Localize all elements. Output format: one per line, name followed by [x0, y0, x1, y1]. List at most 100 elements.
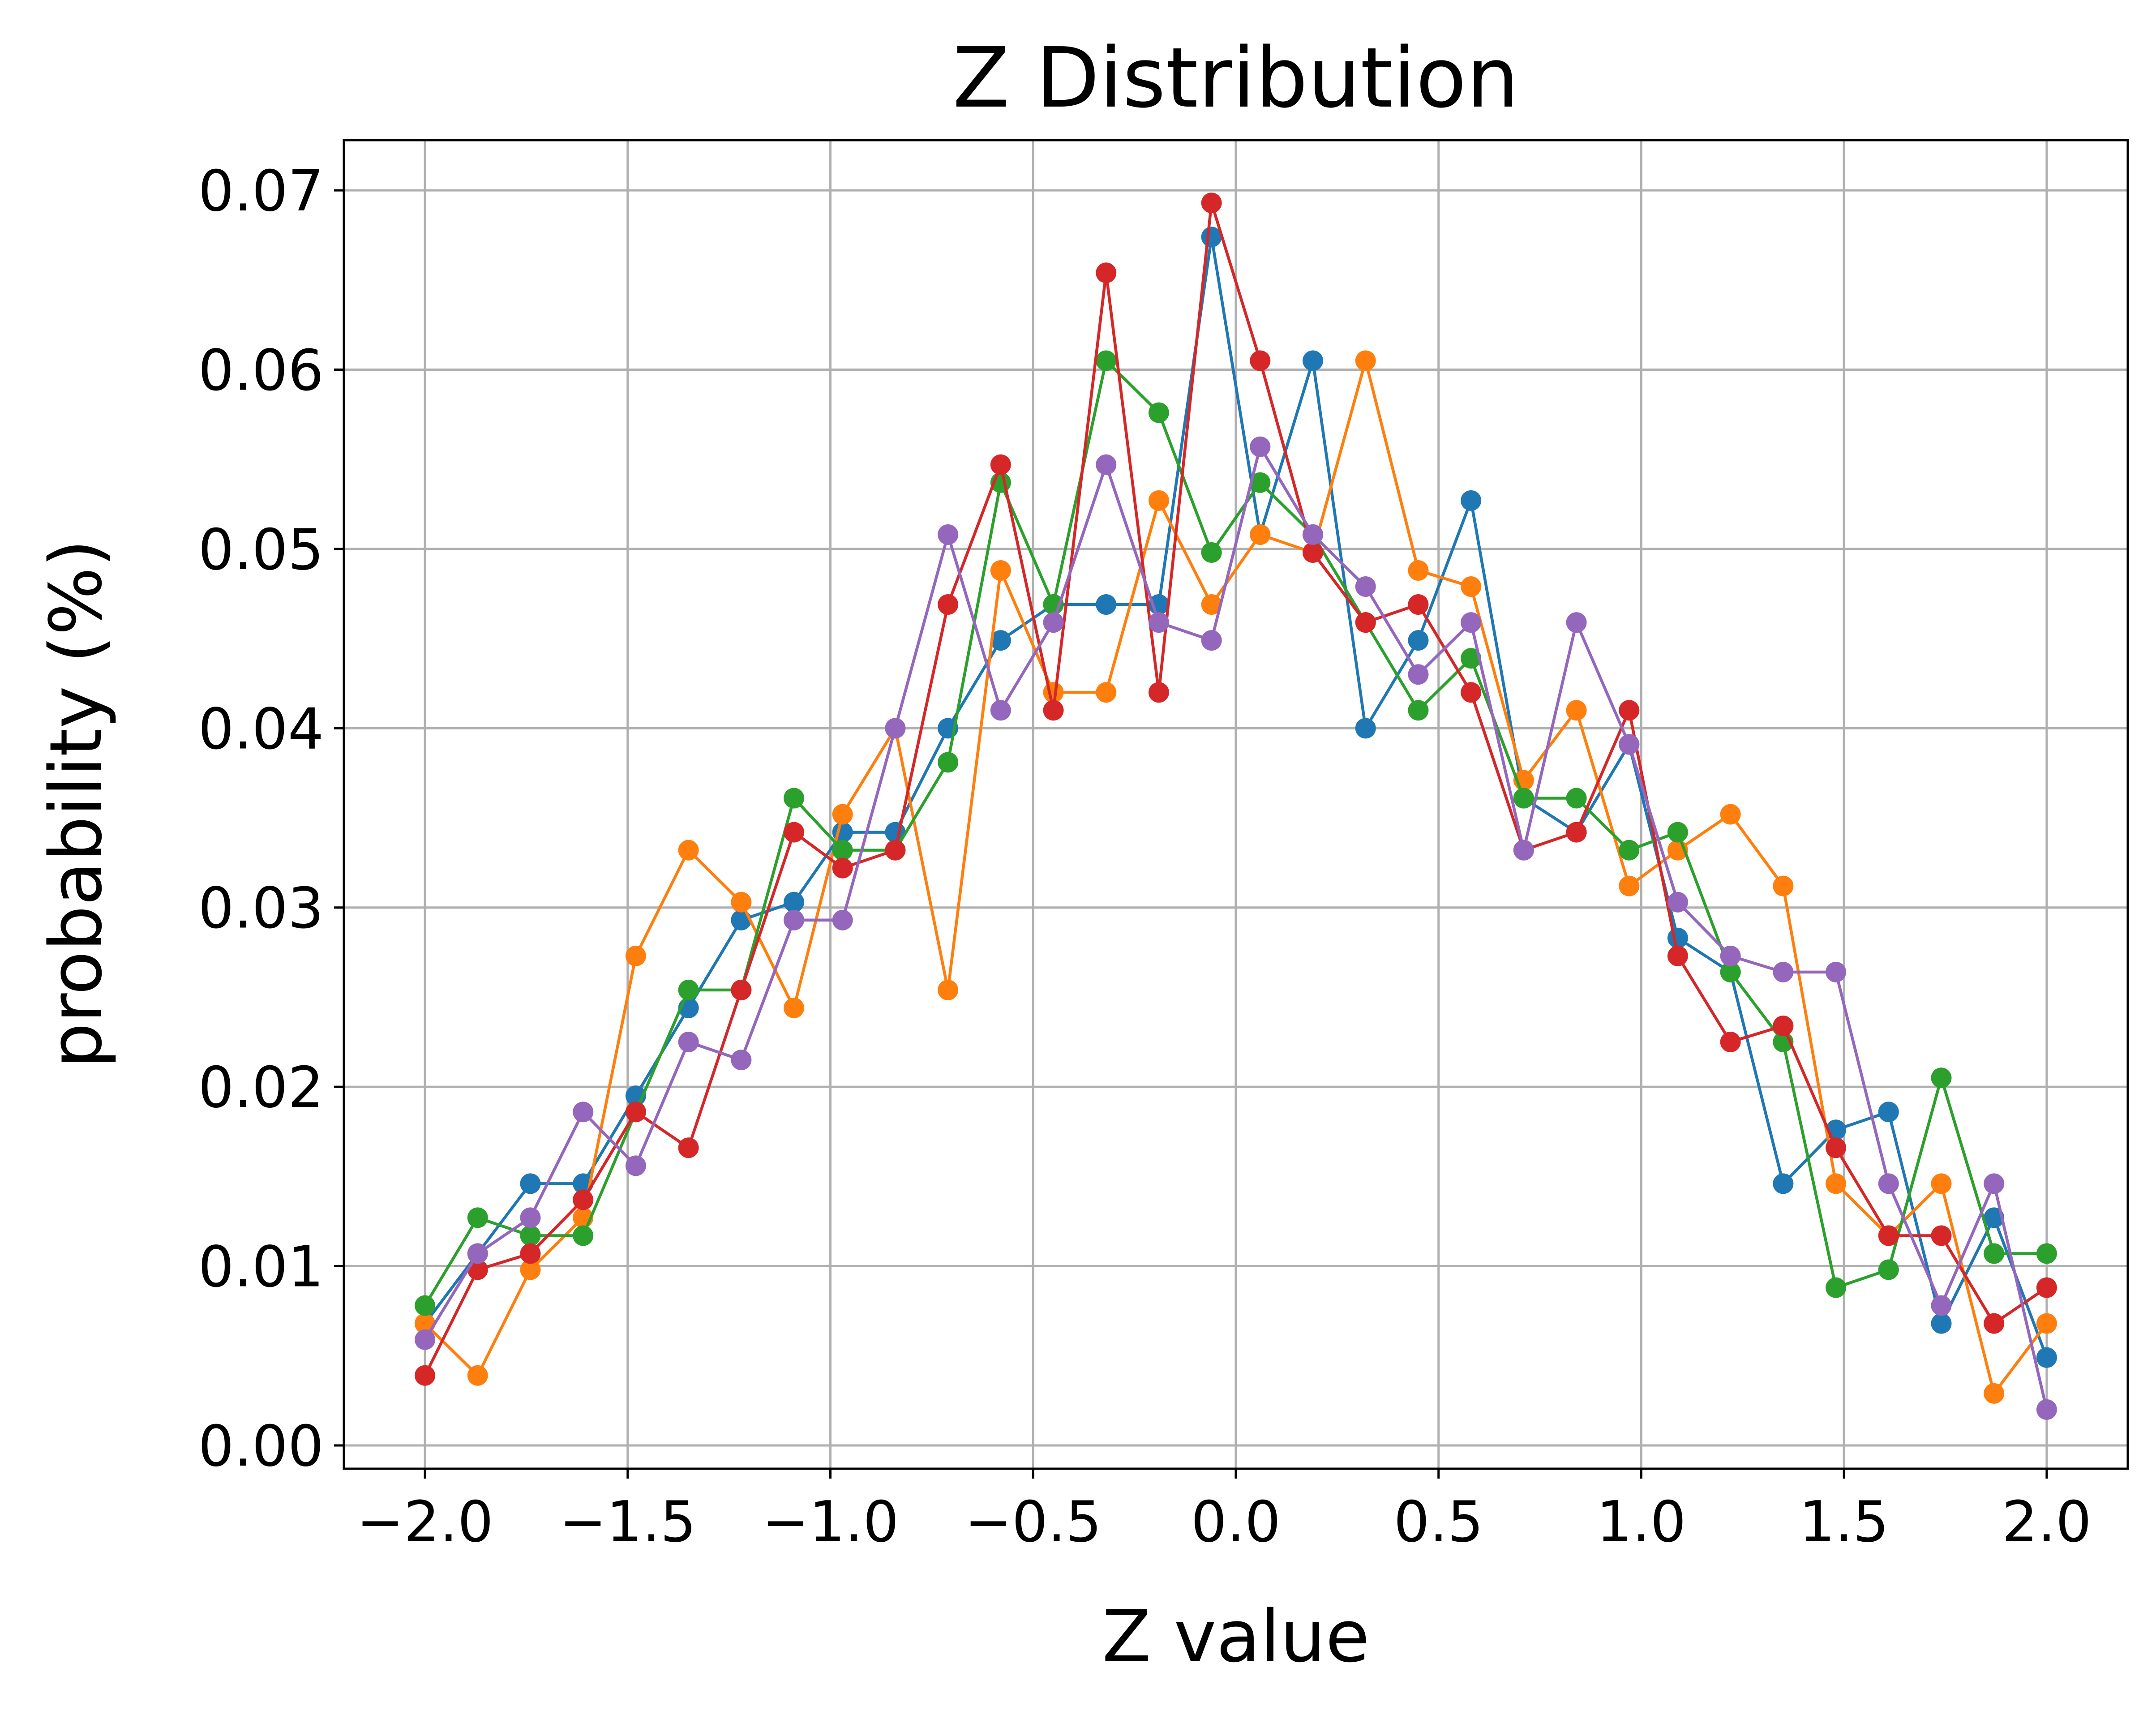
data-point: [520, 1225, 541, 1246]
series-layer: [415, 193, 2057, 1420]
data-point: [1773, 875, 1794, 896]
data-point: [1303, 542, 1324, 563]
data-point: [573, 1102, 594, 1123]
data-point: [1619, 700, 1640, 721]
data-point: [1408, 630, 1429, 651]
data-point: [625, 1102, 646, 1123]
data-point: [1826, 961, 1847, 982]
data-point: [1513, 840, 1534, 861]
data-point: [1250, 472, 1271, 493]
data-point: [678, 1032, 699, 1053]
data-point: [832, 804, 853, 825]
chart-title: Z Distribution: [953, 30, 1519, 126]
series-5: [415, 436, 2057, 1420]
data-point: [1096, 454, 1117, 475]
data-point: [1408, 700, 1429, 721]
data-point: [1720, 804, 1741, 825]
data-point: [1931, 1295, 1952, 1316]
data-point: [2036, 1313, 2057, 1334]
data-point: [573, 1189, 594, 1210]
x-tick-label: −1.5: [559, 1489, 696, 1555]
data-point: [938, 752, 959, 773]
x-tick-label: 2.0: [2002, 1489, 2092, 1555]
y-tick-label: 0.00: [198, 1413, 324, 1479]
data-point: [1148, 402, 1169, 423]
data-point: [938, 594, 959, 615]
data-point: [832, 909, 853, 930]
data-point: [1250, 436, 1271, 457]
data-point: [1720, 961, 1741, 982]
data-point: [1878, 1259, 1899, 1280]
data-point: [1303, 524, 1324, 545]
y-axis-label: probability (%): [34, 539, 118, 1068]
data-point: [1566, 612, 1587, 633]
data-point: [1773, 1016, 1794, 1036]
data-point: [1096, 262, 1117, 283]
data-point: [467, 1243, 488, 1264]
data-point: [1043, 612, 1064, 633]
data-point: [2036, 1399, 2057, 1420]
data-point: [1773, 1173, 1794, 1194]
x-tick-label: −0.5: [964, 1489, 1102, 1555]
data-point: [1984, 1173, 2005, 1194]
data-point: [625, 945, 646, 966]
data-point: [1826, 1137, 1847, 1158]
data-point: [1667, 945, 1688, 966]
data-point: [1720, 1032, 1741, 1053]
x-axis: −2.0 −1.5 −1.0 −0.5 0.0 0.5 1.0 1.5 2.0: [356, 1469, 2092, 1555]
data-point: [1355, 350, 1376, 371]
data-point: [731, 1050, 752, 1071]
data-point: [784, 909, 805, 930]
data-point: [1619, 840, 1640, 861]
data-point: [2036, 1277, 2057, 1298]
data-point: [520, 1207, 541, 1228]
y-tick-label: 0.05: [198, 517, 324, 583]
data-point: [1826, 1277, 1847, 1298]
data-point: [1303, 350, 1324, 371]
data-point: [678, 840, 699, 861]
data-point: [1984, 1207, 2005, 1228]
data-point: [1148, 612, 1169, 633]
data-point: [990, 560, 1011, 581]
y-tick-label: 0.04: [198, 696, 324, 762]
data-point: [1826, 1173, 1847, 1194]
data-point: [415, 1329, 436, 1350]
data-point: [784, 788, 805, 809]
y-axis: 0.00 0.01 0.02 0.03 0.04 0.05 0.06 0.07: [198, 158, 344, 1479]
data-point: [784, 822, 805, 843]
data-point: [1931, 1313, 1952, 1334]
data-point: [1096, 594, 1117, 615]
y-tick-label: 0.06: [198, 338, 324, 403]
data-point: [1931, 1225, 1952, 1246]
data-point: [467, 1207, 488, 1228]
data-point: [625, 1155, 646, 1176]
data-point: [1201, 542, 1222, 563]
data-point: [1461, 490, 1482, 511]
data-point: [1355, 612, 1376, 633]
data-point: [415, 1295, 436, 1316]
data-point: [1461, 612, 1482, 633]
data-point: [1250, 350, 1271, 371]
data-point: [1461, 682, 1482, 703]
data-point: [520, 1173, 541, 1194]
x-tick-label: 0.5: [1394, 1489, 1483, 1555]
data-point: [1566, 700, 1587, 721]
data-point: [1619, 734, 1640, 755]
data-point: [731, 909, 752, 930]
data-point: [990, 630, 1011, 651]
data-point: [938, 979, 959, 1000]
y-tick-label: 0.02: [198, 1055, 324, 1120]
data-point: [1250, 524, 1271, 545]
data-point: [2036, 1347, 2057, 1368]
data-point: [731, 979, 752, 1000]
x-tick-label: 1.0: [1596, 1489, 1686, 1555]
data-point: [1878, 1102, 1899, 1123]
data-point: [1408, 664, 1429, 685]
data-point: [1720, 945, 1741, 966]
data-point: [832, 858, 853, 879]
x-tick-label: −1.0: [762, 1489, 899, 1555]
data-point: [1984, 1383, 2005, 1404]
data-point: [1566, 788, 1587, 809]
data-point: [573, 1225, 594, 1246]
